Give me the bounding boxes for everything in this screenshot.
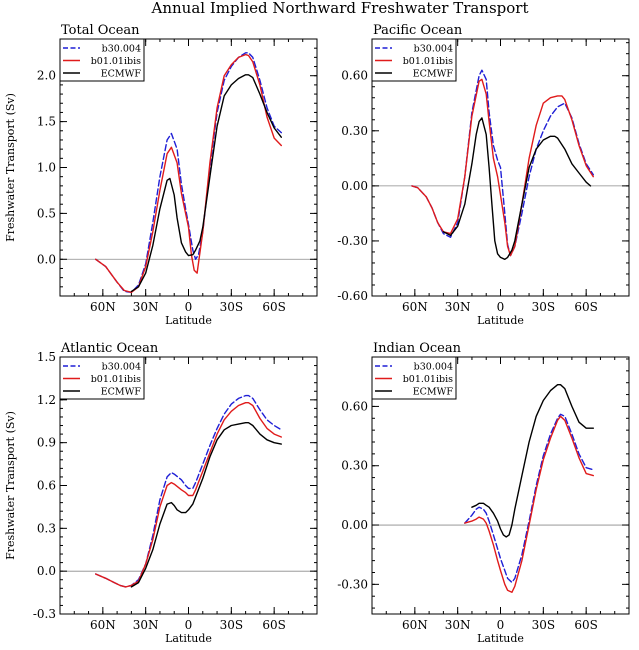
- x-tick-label: 60S: [574, 300, 598, 314]
- legend-label-ecmwf: ECMWF: [101, 387, 142, 398]
- y-tick-label: 0.9: [37, 436, 56, 450]
- x-axis-label: Latitude: [477, 632, 524, 645]
- y-tick-label: 1.2: [37, 393, 56, 407]
- panel-atlantic-ocean: Atlantic Ocean 60N 30N 0 30S 60S -0.3 0.0 0.3 0.6…: [4, 341, 318, 645]
- y-tick-label: 0.5: [37, 206, 56, 220]
- plot-frame: [59, 38, 318, 297]
- y-tick-label: -0.30: [337, 234, 368, 248]
- series-line-b30-004: [95, 52, 282, 293]
- y-tick-label: 0.0: [37, 252, 56, 266]
- legend-label-b30-004: b30.004: [102, 44, 141, 55]
- y-axis-label: Freshwater Transport (Sv): [4, 93, 17, 242]
- panel-title: Total Ocean: [61, 23, 140, 38]
- y-tick-label: 0.6: [37, 479, 56, 493]
- x-tick-label: 60N: [90, 618, 116, 632]
- x-axis-label: Latitude: [165, 632, 212, 645]
- x-tick-label: 60N: [90, 300, 116, 314]
- y-tick-label: 0.3: [37, 521, 56, 535]
- x-tick-label: 0: [185, 618, 193, 632]
- series-line-b01-01ibis: [95, 53, 282, 293]
- series-line-b30-004: [464, 413, 594, 584]
- y-axis-label: Freshwater Transport (Sv): [4, 411, 17, 560]
- legend-label-b01-01ibis: b01.01ibis: [91, 56, 141, 67]
- plot-frame: [371, 38, 630, 297]
- y-tick-label: 0.60: [341, 69, 368, 83]
- y-tick-label: 0.60: [341, 399, 368, 413]
- x-tick-label: 30N: [133, 618, 159, 632]
- x-tick-label: 30S: [220, 618, 244, 632]
- series-line-b01-01ibis: [464, 415, 594, 593]
- x-axis-label: Latitude: [165, 314, 212, 327]
- x-tick-label: 60N: [402, 618, 428, 632]
- x-tick-label: 30N: [445, 618, 471, 632]
- panel-pacific-ocean: Pacific Ocean 60N 30N 0 30S 60S -0.60 -0.30 0.00…: [337, 23, 630, 327]
- series-line-ecmwf: [471, 384, 594, 538]
- y-tick-label: 0.00: [341, 179, 368, 193]
- series-line-b30-004: [411, 69, 594, 257]
- x-axis-label: Latitude: [477, 314, 524, 327]
- panel-title: Indian Ocean: [373, 341, 462, 356]
- legend-label-b01-01ibis: b01.01ibis: [91, 374, 141, 385]
- x-tick-label: 30S: [220, 300, 244, 314]
- series-line-b01-01ibis: [95, 402, 282, 588]
- y-tick-label: 0.0: [37, 564, 56, 578]
- x-tick-label: 0: [497, 300, 505, 314]
- x-tick-label: 60N: [402, 300, 428, 314]
- plot-frame: [59, 356, 318, 615]
- y-tick-label: 0.30: [341, 124, 368, 138]
- legend-label-ecmwf: ECMWF: [413, 69, 454, 80]
- plot-frame: [371, 356, 630, 615]
- x-tick-label: 30N: [445, 300, 471, 314]
- legend-label-b30-004: b30.004: [414, 362, 453, 373]
- y-tick-label: 2.0: [37, 69, 56, 83]
- x-tick-label: 30N: [133, 300, 159, 314]
- x-tick-label: 0: [497, 618, 505, 632]
- y-tick-label: -0.3: [33, 607, 56, 621]
- x-tick-label: 60S: [262, 618, 286, 632]
- legend-label-ecmwf: ECMWF: [413, 387, 454, 398]
- legend-label-b01-01ibis: b01.01ibis: [403, 56, 453, 67]
- series-line-ecmwf: [130, 74, 282, 293]
- figure-title: Annual Implied Northward Freshwater Tran…: [151, 0, 529, 17]
- x-tick-label: 0: [185, 300, 193, 314]
- y-tick-label: -0.60: [337, 289, 368, 303]
- legend-label-b30-004: b30.004: [102, 362, 141, 373]
- x-tick-label: 60S: [574, 618, 598, 632]
- x-tick-label: 30S: [532, 618, 556, 632]
- legend-label-b01-01ibis: b01.01ibis: [403, 374, 453, 385]
- y-tick-label: 1.0: [37, 161, 56, 175]
- x-tick-label: 60S: [262, 300, 286, 314]
- y-tick-label: 1.5: [37, 115, 56, 129]
- x-tick-label: 30S: [532, 300, 556, 314]
- y-tick-label: -0.30: [337, 577, 368, 591]
- series-line-ecmwf: [442, 117, 592, 260]
- y-tick-label: 0.30: [341, 459, 368, 473]
- series-line-b30-004: [95, 394, 282, 588]
- y-tick-label: 0.00: [341, 518, 368, 532]
- y-tick-label: 1.5: [37, 350, 56, 364]
- panel-indian-ocean: Indian Ocean 60N 30N 0 30S 60S -0.30 0.00 0.30 0.…: [337, 341, 630, 645]
- legend-label-b30-004: b30.004: [414, 44, 453, 55]
- legend-label-ecmwf: ECMWF: [101, 69, 142, 80]
- panel-title: Pacific Ocean: [373, 23, 463, 38]
- panel-title: Atlantic Ocean: [60, 341, 159, 356]
- series-line-ecmwf: [130, 422, 282, 588]
